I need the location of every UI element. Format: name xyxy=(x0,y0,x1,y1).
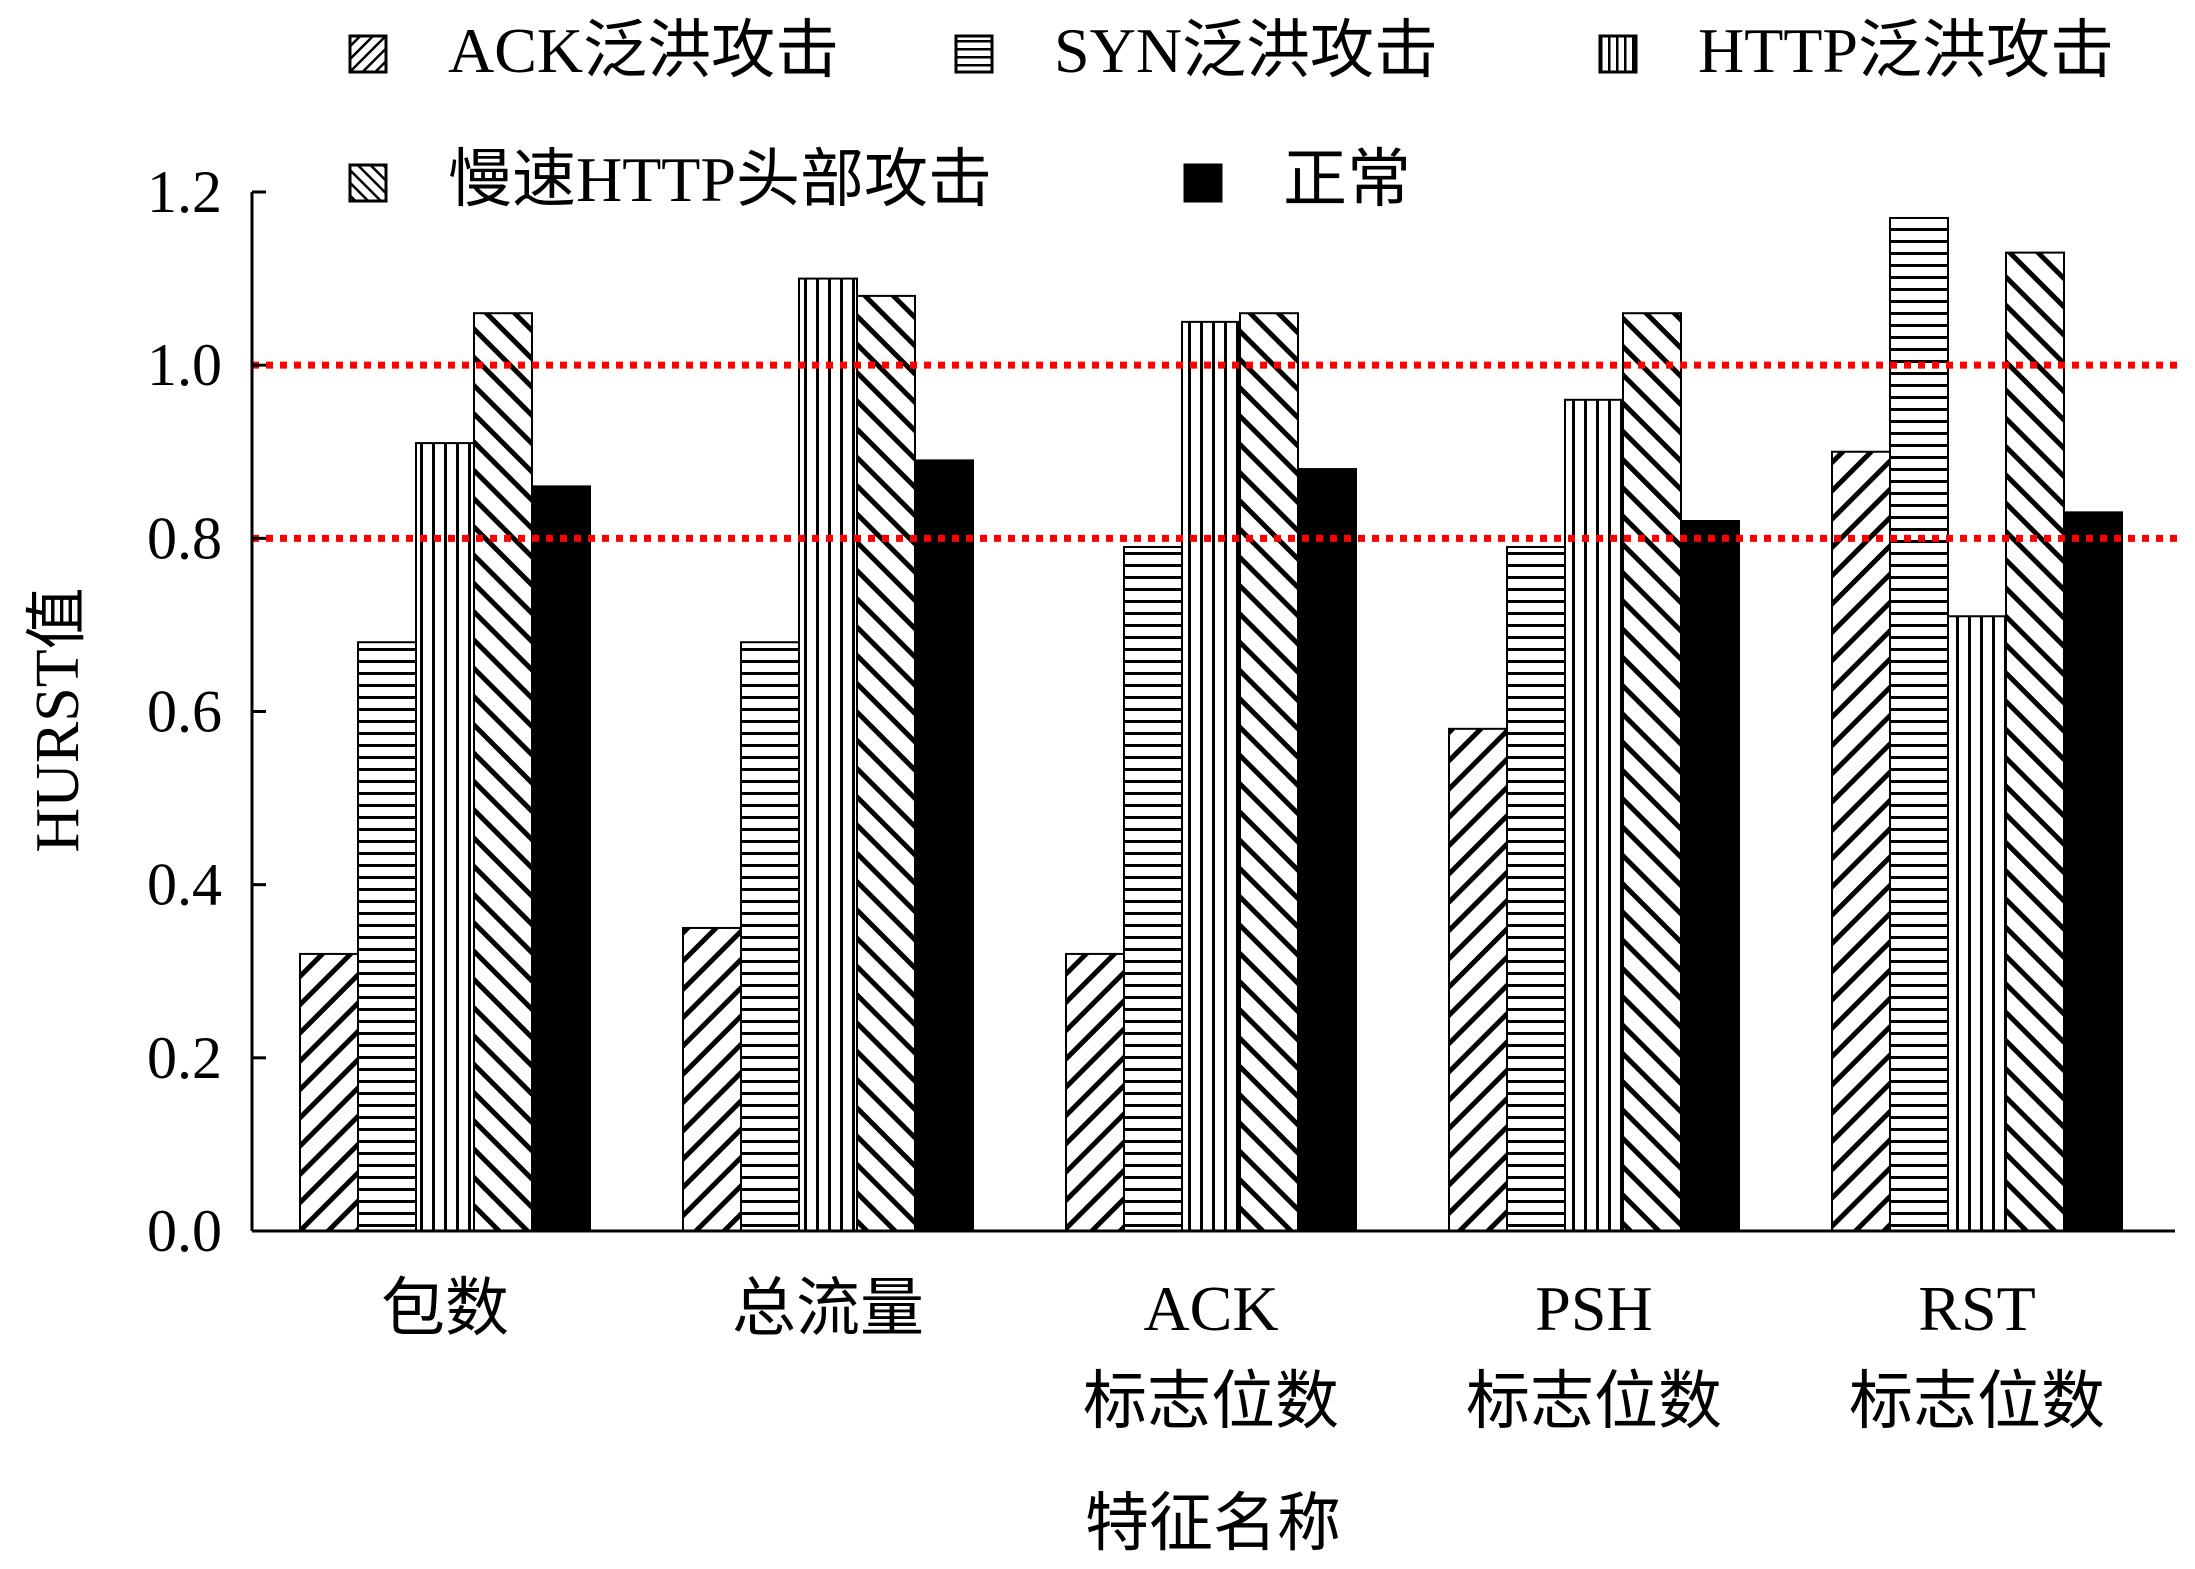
x-axis-label: 特征名称 xyxy=(1085,1488,1341,1559)
bar-s0-c1 xyxy=(682,926,742,1232)
legend-label-4: 正常 xyxy=(1283,144,1411,215)
y-axis-label: HURST值 xyxy=(24,587,92,852)
y-tick-label-5: 1.0 xyxy=(147,332,222,398)
bar-s3-c0 xyxy=(473,312,533,1232)
legend-swatch-1 xyxy=(954,34,994,74)
bar-s2-c3 xyxy=(1564,398,1624,1232)
bar-s0-c4 xyxy=(1831,450,1891,1232)
x-tick-label-1-0: 总流量 xyxy=(732,1273,924,1344)
x-tick-label-4-0: RST xyxy=(1918,1273,2035,1344)
bar-s0-c0 xyxy=(299,952,359,1233)
legend-label-0: ACK泛洪攻击 xyxy=(448,15,839,86)
bar-s2-c4 xyxy=(1947,615,2007,1232)
bar-s2-c2 xyxy=(1181,320,1241,1232)
bar-s1-c0 xyxy=(357,641,417,1232)
y-axis-ticks: 0.0 0.2 0.4 0.6 0.8 1.0 1.2 xyxy=(147,159,266,1264)
bar-s4-c1 xyxy=(914,459,974,1232)
y-tick-label-1: 0.2 xyxy=(147,1025,222,1091)
bar-s3-c2 xyxy=(1239,312,1299,1232)
legend-swatch-2 xyxy=(1598,34,1638,74)
legend-label-3: 慢速HTTP头部攻击 xyxy=(448,144,992,215)
bar-s1-c2 xyxy=(1123,545,1183,1232)
legend-label-2: HTTP泛洪攻击 xyxy=(1698,15,2114,86)
bar-s1-c1 xyxy=(740,641,800,1232)
bar-s2-c0 xyxy=(415,442,475,1232)
x-tick-label-3-1: 标志位数 xyxy=(1466,1366,1722,1437)
bar-s3-c3 xyxy=(1622,312,1682,1232)
x-tick-label-3-0: PSH xyxy=(1535,1273,1652,1344)
x-axis-ticks: 包数 总流量 ACK 标志位数 PSH 标志位数 RST 标志位数 xyxy=(381,1273,2105,1437)
bar-s4-c3 xyxy=(1680,520,1740,1232)
bars xyxy=(299,216,2123,1233)
bar-s4-c0 xyxy=(531,485,591,1232)
bar-s3-c4 xyxy=(2005,251,2065,1232)
bar-s1-c3 xyxy=(1506,545,1566,1232)
legend-swatch-3 xyxy=(348,163,388,203)
y-tick-label-6: 1.2 xyxy=(147,159,222,225)
legend-label-1: SYN泛洪攻击 xyxy=(1054,15,1438,86)
y-tick-label-0: 0.0 xyxy=(147,1198,222,1264)
y-tick-label-3: 0.6 xyxy=(147,679,222,745)
x-tick-label-2-1: 标志位数 xyxy=(1083,1366,1339,1437)
bar-s0-c3 xyxy=(1448,727,1508,1232)
legend-swatch-0 xyxy=(348,34,388,74)
bar-s3-c1 xyxy=(856,294,916,1232)
legend-swatch-4 xyxy=(1183,163,1223,203)
bar-s4-c4 xyxy=(2063,511,2123,1232)
bar-s0-c2 xyxy=(1065,952,1125,1233)
x-tick-label-4-1: 标志位数 xyxy=(1849,1366,2105,1437)
bar-s4-c2 xyxy=(1297,468,1357,1233)
y-tick-label-4: 0.8 xyxy=(147,505,222,571)
bar-s2-c1 xyxy=(798,277,858,1233)
y-tick-label-2: 0.4 xyxy=(147,852,222,918)
bar-s1-c4 xyxy=(1889,216,1949,1233)
x-tick-label-0-0: 包数 xyxy=(381,1273,509,1344)
x-tick-label-2-0: ACK xyxy=(1143,1273,1278,1344)
